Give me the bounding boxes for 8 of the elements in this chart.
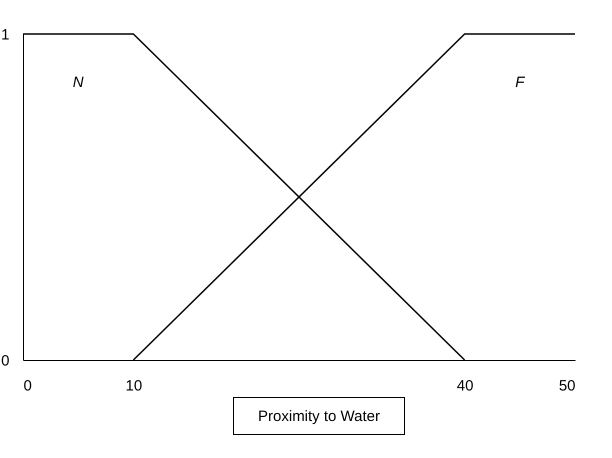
x-tick-label: 40 [456,378,474,394]
text: N [72,74,84,91]
text: F [515,74,526,91]
x-tick-label: 50 [558,378,576,394]
x-tick-label: 0 [24,378,32,394]
x-tick-label: 10 [126,378,142,394]
x-axis-title: Proximity to Water [233,397,405,435]
y-tick-label: 1 [1,26,10,44]
